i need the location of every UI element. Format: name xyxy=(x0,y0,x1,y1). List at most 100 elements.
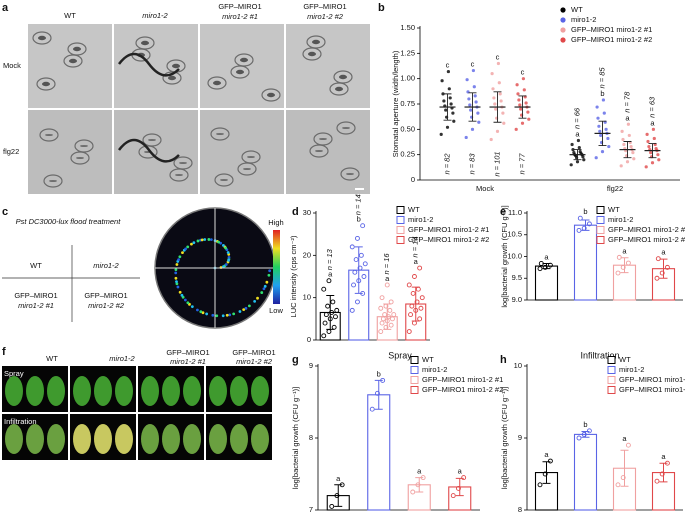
n-label: n = 101 xyxy=(492,151,501,176)
y-tick-label: 0 xyxy=(307,335,311,344)
color-bar xyxy=(273,230,280,304)
significance-letter: a xyxy=(417,467,422,476)
y-tick-label: 9 xyxy=(518,433,522,442)
data-point xyxy=(631,151,635,155)
panel-letter: g xyxy=(292,354,299,366)
legend-swatch xyxy=(596,236,605,244)
data-point xyxy=(577,215,583,221)
leaf xyxy=(230,376,248,406)
leaf xyxy=(183,424,201,454)
data-point xyxy=(606,136,610,141)
y-tick-label: 10.0 xyxy=(507,251,522,260)
stoma-pore xyxy=(49,180,57,182)
error-bar xyxy=(620,449,629,487)
stoma-pore xyxy=(342,127,350,129)
legend-swatch xyxy=(607,376,616,384)
error-bar xyxy=(334,484,343,507)
stoma-pore xyxy=(236,69,244,75)
data-point xyxy=(602,111,606,115)
data-point xyxy=(654,146,658,151)
error-bar xyxy=(374,379,383,410)
data-point xyxy=(542,264,548,270)
data-point xyxy=(379,295,385,301)
data-point xyxy=(659,270,665,276)
signal-spot xyxy=(196,239,200,243)
legend-swatch xyxy=(396,216,405,224)
legend-label: miro1-2 xyxy=(408,215,433,224)
data-point xyxy=(386,314,391,320)
signal-spot xyxy=(201,311,205,315)
data-point xyxy=(607,144,611,149)
signal-spot xyxy=(209,238,213,242)
signal-spot xyxy=(215,314,219,318)
data-point xyxy=(321,286,327,292)
data-point xyxy=(625,160,630,164)
data-point xyxy=(629,144,633,149)
micrograph xyxy=(28,110,112,194)
stoma xyxy=(173,156,193,170)
data-point xyxy=(334,493,340,499)
stoma-pore xyxy=(216,133,224,135)
data-point xyxy=(464,135,468,140)
legend-swatch xyxy=(560,17,566,23)
micrograph xyxy=(200,110,284,194)
plate-signal xyxy=(174,238,272,318)
leaf xyxy=(94,424,112,454)
data-point xyxy=(596,116,600,120)
data-point xyxy=(419,295,425,301)
data-point xyxy=(442,99,446,103)
significance-letter: b xyxy=(583,207,587,216)
data-point xyxy=(575,160,580,164)
data-point xyxy=(349,307,355,313)
signal-spot xyxy=(262,287,266,291)
error-bar xyxy=(581,431,590,438)
signal-spot xyxy=(217,240,221,244)
n-label: n = 16 xyxy=(382,253,391,275)
data-point xyxy=(469,108,473,112)
stoma-pore xyxy=(346,173,354,175)
data-point xyxy=(620,264,626,270)
data-point xyxy=(408,312,413,318)
legend-label: WT xyxy=(422,355,434,364)
y-tick-label: 1.50 xyxy=(400,23,415,32)
column-header: miro1-2 #2 xyxy=(307,12,344,21)
panel-letter: h xyxy=(500,354,507,366)
data-point xyxy=(349,244,355,250)
data-point xyxy=(659,471,665,477)
significance-letter: a xyxy=(458,467,463,476)
legend-swatch xyxy=(560,7,566,13)
data-point xyxy=(604,127,608,131)
signal-spot xyxy=(180,293,184,297)
data-point xyxy=(495,129,500,133)
data-point xyxy=(571,148,575,152)
stoma-pore xyxy=(38,35,46,41)
leaf xyxy=(5,376,23,406)
signal-spot xyxy=(222,265,225,268)
leaf xyxy=(141,376,159,406)
n-label: n = 63 xyxy=(647,96,656,118)
leaf xyxy=(26,424,44,454)
data-point xyxy=(406,282,412,288)
legend-label: GFP–MIRO1 miro1-2 #1 xyxy=(619,375,685,384)
signal-spot xyxy=(225,313,229,317)
stoma xyxy=(241,150,261,164)
data-point xyxy=(646,139,650,144)
stoma-pore xyxy=(267,92,275,98)
data-point xyxy=(527,117,531,121)
stoma xyxy=(207,76,227,90)
stoma-pore xyxy=(168,75,176,81)
significance-letter: c xyxy=(496,52,500,61)
x-tick-label: flg22 xyxy=(607,184,623,193)
data-point xyxy=(323,312,329,318)
data-point xyxy=(382,312,388,318)
data-point xyxy=(441,92,445,96)
signal-spot xyxy=(244,306,248,310)
data-point xyxy=(501,111,505,115)
cell-label: miro1-2 #1 xyxy=(18,301,54,310)
micrograph xyxy=(286,24,370,108)
micrograph xyxy=(114,24,198,108)
stoma xyxy=(306,35,326,49)
signal-spot xyxy=(211,313,215,317)
y-axis-label: log[bacterial growth (CFU g⁻¹)] xyxy=(500,205,509,307)
data-point xyxy=(450,493,456,499)
